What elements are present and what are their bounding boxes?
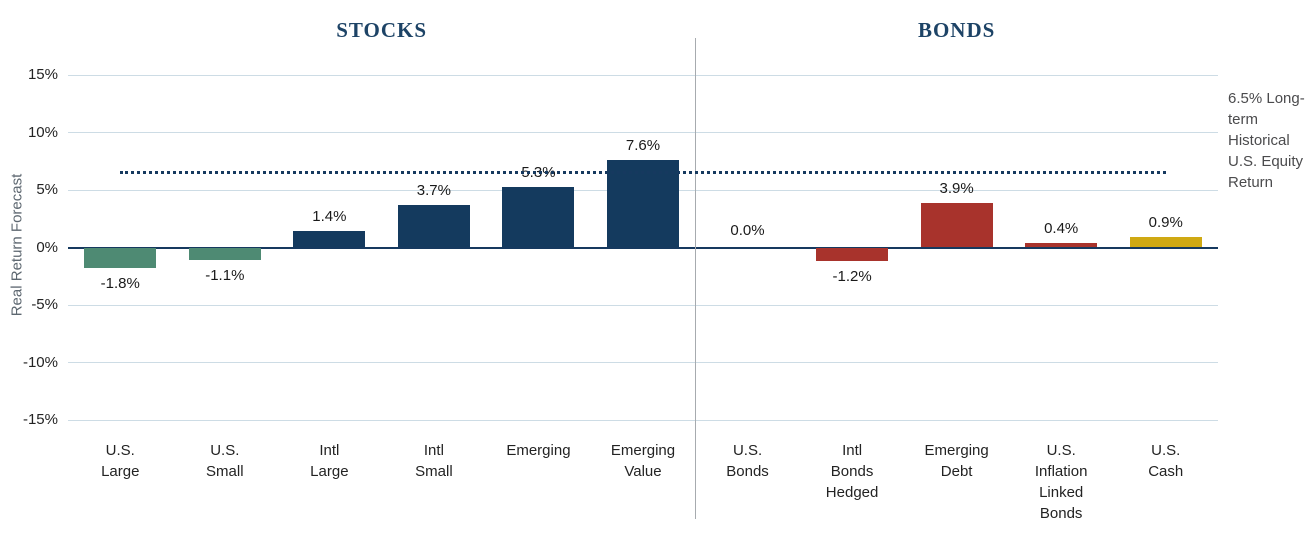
category-label-intl-small: Intl Small [382,440,486,482]
category-label-line: Hedged [825,484,879,501]
bonds-section-title: BONDS [917,18,996,42]
category-label-line: Emerging [506,442,571,459]
value-label-emerging-debt: 3.9% [939,179,974,197]
y-tick-label: 10% [27,123,58,141]
gridline-10% [68,132,1218,133]
category-label-line: Emerging [924,442,989,459]
category-label-us-small: U.S. Small [173,440,277,482]
category-label-line: U.S. [210,442,240,459]
category-label-line: Intl [319,442,340,459]
category-label-line: Value [624,463,662,480]
category-label-line: Bonds [830,463,874,480]
category-label-line: Large [310,463,349,480]
historical-equity-return-reference-line [120,171,1166,175]
y-tick-label: -15% [22,411,58,428]
category-label-line: Emerging [610,442,676,459]
value-label-intl-small: 3.7% [416,181,451,199]
y-tick-label: 15% [27,66,58,83]
section-divider-line [695,38,697,519]
y-tick-label: 0% [36,238,58,256]
category-label-line: Small [415,463,453,480]
category-label-us-cash: U.S. Cash [1114,440,1218,482]
reference-line-annotation: 6.5% Long-term Historical U.S. Equity Re… [1228,90,1305,191]
value-label-intl-bonds-hedged: -1.2% [832,268,872,286]
category-label-us-inflation-linked-bonds: U.S. Inflation Linked Bonds [1009,440,1113,524]
value-label-us-large: -1.8% [100,275,140,293]
stocks-section-title: STOCKS [336,18,428,42]
value-label-us-inflation-linked-bonds: 0.4% [1044,219,1079,237]
category-label-line: U.S. [1151,442,1181,459]
category-label-us-large: U.S. Large [68,440,172,482]
category-label-line: Debt [940,463,973,480]
category-label-line: Intl [842,442,863,459]
bar-intl-large [293,231,366,248]
category-label-line: U.S. [105,442,135,459]
gridline-15% [68,74,1218,76]
bar-us-inflation-linked-bonds [1025,242,1098,248]
category-label-line: U.S. [1046,442,1076,459]
value-label-us-small: -1.1% [205,267,245,285]
category-label-line: Inflation [1034,463,1088,480]
gridline--10% [68,362,1218,363]
bar-emerging [502,186,575,248]
value-label-us-cash: 0.9% [1148,214,1183,232]
category-label-line: Bonds [1039,505,1083,522]
gridline--15% [68,419,1218,421]
category-label-emerging-debt: Emerging Debt [905,440,1009,482]
gridline--5% [68,304,1218,306]
value-label-emerging-value: 7.6% [625,137,661,155]
category-label-emerging: Emerging [486,440,590,461]
bar-intl-bonds-hedged [816,247,889,262]
y-tick-label: -10% [22,353,58,371]
bar-us-cash [1129,237,1202,248]
bar-emerging-debt [920,202,993,248]
category-label-line: U.S. [732,442,763,459]
value-label-intl-large: 1.4% [312,208,347,226]
bar-us-large [84,247,157,269]
bar-emerging-value [607,160,679,248]
bar-intl-small [397,204,470,248]
category-label-line: Large [101,463,140,480]
category-label-intl-large: Intl Large [277,440,381,482]
y-tick-label: -5% [31,296,58,313]
value-label-us-bonds: 0.0% [730,221,765,239]
category-label-line: Linked [1039,484,1084,501]
zero-axis-line [68,246,1218,249]
category-label-line: Intl [423,442,444,459]
category-label-line: Small [206,463,244,480]
y-tick-label: 5% [36,181,58,198]
bar-us-small [188,247,261,261]
category-label-us-bonds: U.S. Bonds [696,440,800,482]
category-label-emerging-value: Emerging Value [591,440,695,482]
category-label-intl-bonds-hedged: Intl Bonds Hedged [800,440,904,503]
category-label-line: Bonds [726,463,769,480]
category-label-line: Cash [1148,463,1184,480]
